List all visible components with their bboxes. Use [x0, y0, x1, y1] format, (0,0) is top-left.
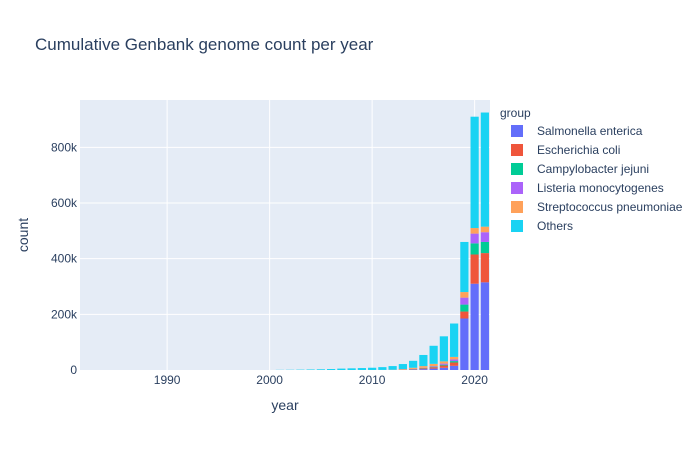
legend-item-label: Escherichia coli: [537, 143, 620, 157]
bar-segment: [471, 243, 479, 254]
bar-segment: [481, 232, 489, 242]
legend: group Salmonella enterica Escherichia col…: [500, 106, 683, 233]
bar-segment: [337, 369, 345, 370]
legend-swatch: [511, 182, 523, 194]
bar-segment: [481, 242, 489, 253]
bar-segment: [460, 242, 468, 292]
bar-segment: [471, 117, 479, 228]
legend-swatch: [511, 163, 523, 175]
bar-segment: [450, 324, 458, 357]
bar-segment: [450, 362, 458, 365]
x-tick-label: 2010: [359, 373, 386, 387]
legend-title: group: [500, 106, 531, 120]
plot-area: [80, 100, 490, 370]
x-axis-title: year: [271, 397, 299, 413]
y-tick-label: 200k: [51, 307, 78, 321]
bar-segment: [348, 368, 356, 370]
bar-segment: [399, 369, 407, 370]
bar-segment: [440, 361, 448, 363]
bar-segment: [419, 355, 427, 366]
bar-segment: [440, 336, 448, 361]
bar-segment: [430, 367, 438, 368]
bar-segment: [481, 253, 489, 282]
x-tick-label: 2000: [256, 373, 283, 387]
bar-segment: [481, 282, 489, 370]
bar-segment: [307, 369, 315, 370]
y-tick-label: 400k: [51, 252, 78, 266]
bar-segment: [440, 364, 448, 365]
bar-segment: [430, 366, 438, 367]
bar-segment: [460, 305, 468, 312]
chart-title: Cumulative Genbank genome count per year: [35, 35, 374, 54]
legend-item-label: Listeria monocytogenes: [537, 181, 664, 195]
bar-segment: [440, 368, 448, 370]
bar-segment: [430, 346, 438, 364]
bar-segment: [450, 359, 458, 361]
bar-segment: [460, 312, 468, 319]
y-tick-label: 600k: [51, 196, 78, 210]
bar-segment: [358, 368, 366, 370]
legend-swatch: [511, 125, 523, 137]
legend-swatch: [511, 201, 523, 213]
bar-segment: [409, 361, 417, 368]
bar-segment: [378, 367, 386, 370]
bar-segment: [368, 368, 376, 370]
bar-segment: [481, 113, 489, 227]
bar-segment: [450, 357, 458, 360]
bar-segment: [450, 361, 458, 362]
legend-item-label: Others: [537, 219, 573, 233]
bar-segment: [317, 369, 325, 370]
x-tick-label: 1990: [154, 373, 181, 387]
bar-segment: [430, 367, 438, 368]
bar-segment: [419, 369, 427, 370]
bar-segment: [471, 228, 479, 234]
bar-segment: [430, 364, 438, 366]
bar-segment: [460, 319, 468, 370]
bar-segment: [430, 369, 438, 370]
bar-segment: [450, 366, 458, 370]
bar-segment: [481, 227, 489, 233]
legend-item-label: Streptococcus pneumoniae: [537, 200, 683, 214]
y-axis-ticks: 0 200k 400k 600k 800k: [51, 140, 78, 377]
legend-swatch: [511, 220, 523, 232]
bar-segment: [471, 254, 479, 283]
x-tick-label: 2020: [461, 373, 488, 387]
y-tick-label: 0: [70, 363, 77, 377]
legend-swatch: [511, 144, 523, 156]
y-tick-label: 800k: [51, 140, 78, 154]
bar-segment: [440, 365, 448, 366]
bar-segment: [471, 234, 479, 244]
bar-segment: [419, 366, 427, 368]
bar-segment: [327, 369, 335, 370]
bar-segment: [399, 364, 407, 369]
bar-segment: [389, 366, 397, 370]
bar-segment: [419, 368, 427, 369]
legend-item-label: Campylobacter jejuni: [537, 162, 649, 176]
bar-segment: [460, 298, 468, 305]
bar-segment: [460, 292, 468, 298]
y-axis-title: count: [15, 218, 31, 252]
bar-segment: [440, 366, 448, 368]
bar-segment: [409, 368, 417, 369]
x-axis-ticks: 1990 2000 2010 2020: [154, 373, 489, 387]
legend-item-label: Salmonella enterica: [537, 124, 643, 138]
bar-segment: [471, 284, 479, 370]
